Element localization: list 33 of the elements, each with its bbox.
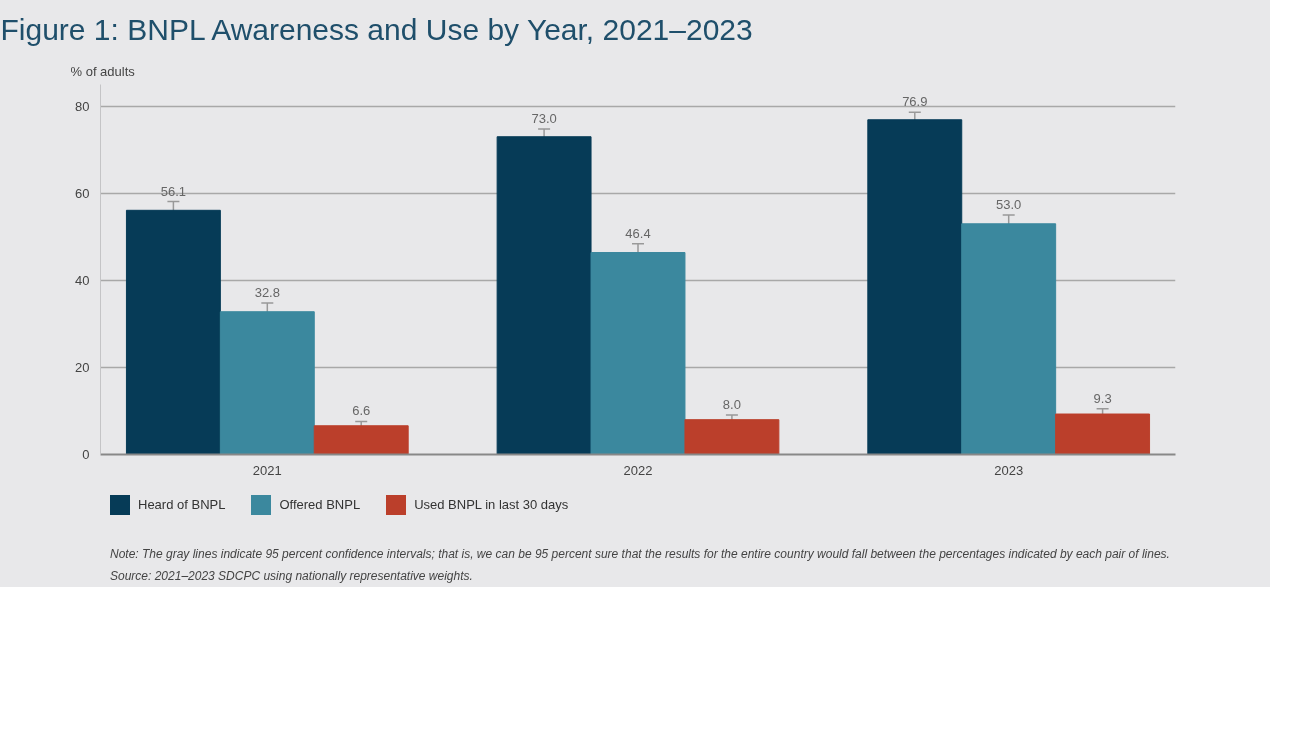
y-axis-title: % of adults (70, 63, 136, 79)
data-label: 9.3 (1093, 390, 1112, 406)
data-label: 6.6 (352, 403, 371, 419)
legend-label: Used BNPL in last 30 days (414, 495, 569, 514)
x-tick-label: 2023 (994, 462, 1024, 478)
legend-label: Heard of BNPL (138, 495, 226, 514)
bar (496, 136, 592, 455)
bar (313, 425, 409, 455)
bar (867, 119, 963, 455)
chart-title: Figure 1: BNPL Awareness and Use by Year, 2021–2023 (0, 12, 753, 46)
y-tick-label: 60 (75, 185, 90, 201)
bar (590, 252, 686, 455)
bar (1055, 413, 1151, 455)
y-tick-label: 0 (82, 447, 90, 462)
data-label: 32.8 (254, 285, 280, 301)
data-label: 56.1 (160, 183, 187, 199)
data-label: 76.9 (902, 94, 928, 110)
bar (961, 223, 1057, 455)
y-tick-label: 80 (75, 98, 90, 114)
legend-label: Offered BNPL (279, 495, 361, 514)
data-label: 53.0 (996, 197, 1022, 213)
source-note: Source: 2021–2023 SDCPC using nationally representative weights. (110, 567, 473, 585)
y-tick-label: 40 (75, 272, 90, 288)
bar (684, 419, 780, 455)
y-tick-label: 20 (75, 359, 90, 375)
bar (219, 311, 315, 455)
text: Note: The gray lines indicate 95 percent confidence intervals; that is, we can be 95 percent sure that the results for the entire country would fall between the percentages indicated by each pair of lines. (110, 545, 1170, 563)
x-tick-label: 2022 (623, 462, 653, 478)
x-tick-label: 2021 (252, 462, 282, 478)
data-label: 73.0 (531, 110, 557, 126)
data-label: 8.0 (722, 396, 741, 412)
bar (125, 209, 221, 455)
data-label: 46.4 (625, 225, 651, 241)
